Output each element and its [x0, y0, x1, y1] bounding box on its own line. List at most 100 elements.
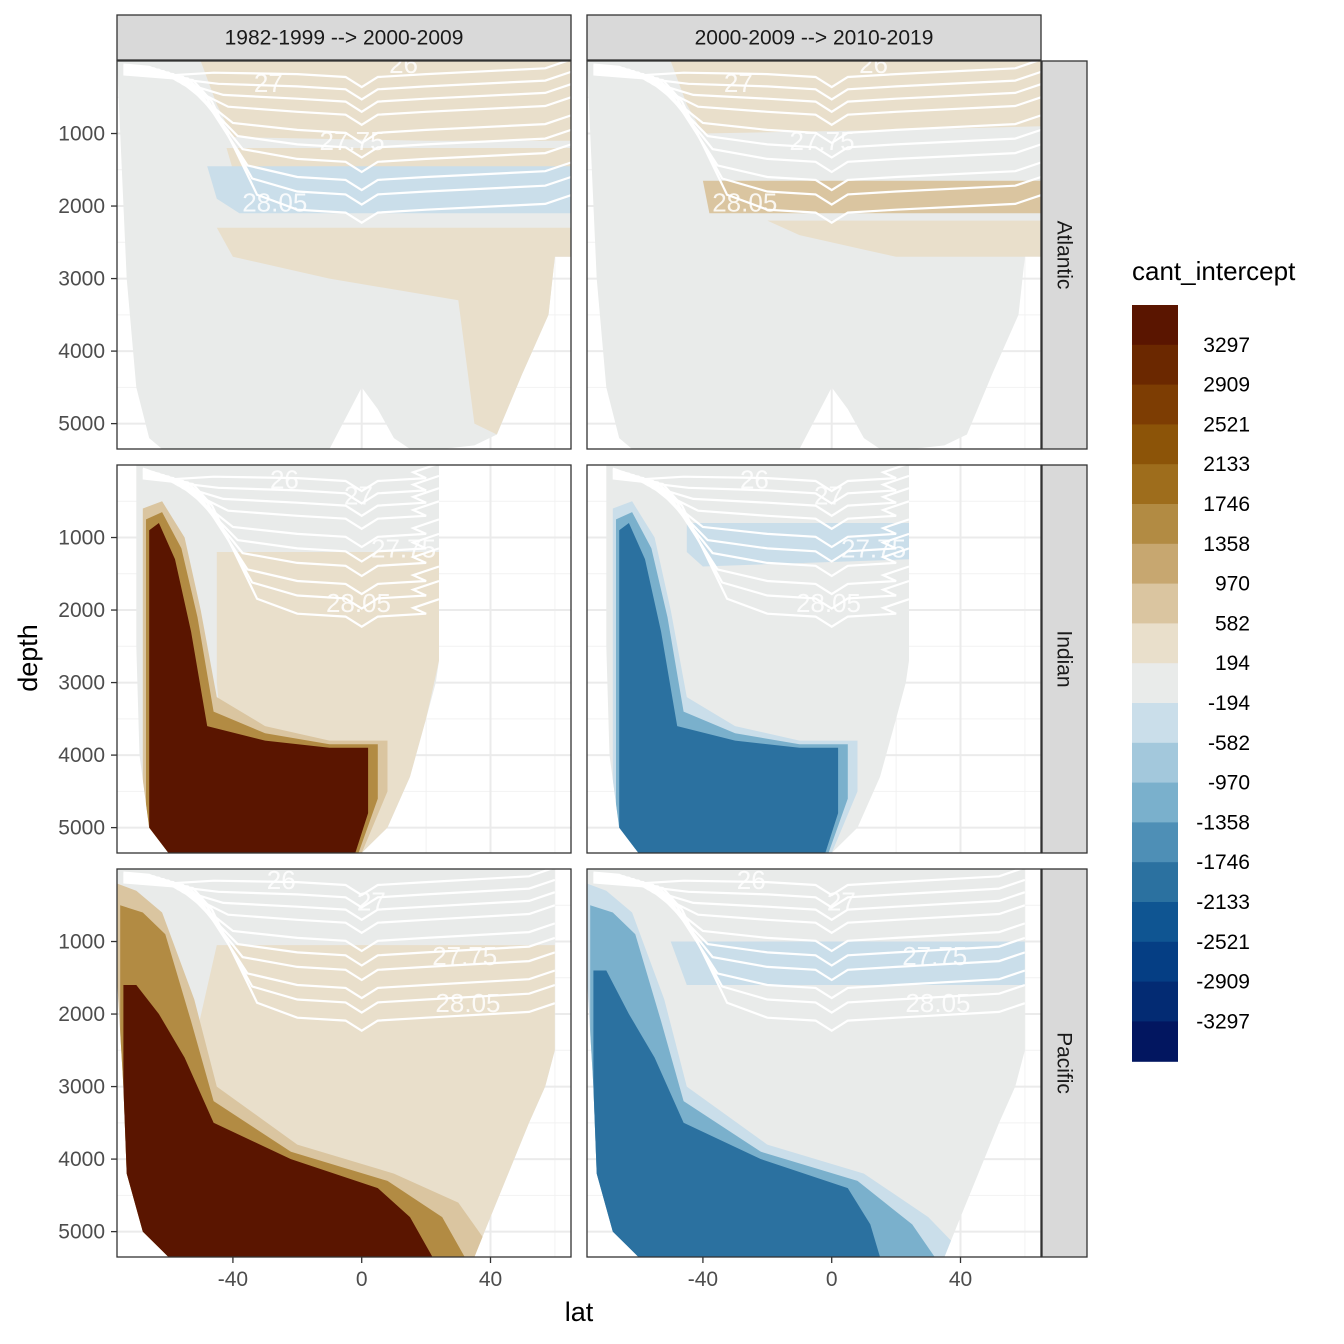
- legend-swatch: [1132, 424, 1178, 465]
- legend-label: -2521: [1196, 931, 1250, 954]
- isopycnal-label: 26: [270, 465, 299, 495]
- legend-swatch: [1132, 344, 1178, 386]
- isopycnal-label: 27: [724, 68, 753, 98]
- legend-swatch: [1132, 782, 1178, 823]
- contour-fill: 26 27 27.75 28.05: [117, 49, 571, 449]
- contour-fill: 26 27 27.75 28.05: [136, 465, 440, 853]
- contour-fill: 26 27 27.75 28.05: [587, 865, 1025, 1257]
- legend-swatch: [1132, 862, 1178, 903]
- isopycnal-label: 27: [254, 68, 283, 98]
- x-axis-2: -40 0 40: [688, 1257, 972, 1291]
- strip-background: [586, 14, 1042, 61]
- legend-label: 3297: [1203, 334, 1250, 357]
- isopycnals: [123, 869, 555, 1032]
- isopycnal-label: 27: [344, 480, 373, 510]
- legend-label: -194: [1208, 692, 1250, 715]
- y-axes: 1000 2000 3000 4000 5000 1000 2000 3000 4000 5000…: [58, 123, 117, 1244]
- panel-border: [586, 464, 1042, 854]
- isopycnal-line: [142, 474, 440, 578]
- isopycnal-line: [612, 474, 909, 578]
- isopycnal-line: [593, 880, 1025, 1014]
- isopycnals: [142, 465, 440, 628]
- isopycnal-label: 26: [859, 49, 888, 79]
- strip-row-pacific: Pacific: [1041, 868, 1088, 1258]
- strip-column-2: 2000-2009 --> 2010-2019: [586, 14, 1042, 61]
- x-axes: -40 0 40 -40 0 40: [218, 1257, 972, 1291]
- isopycnal-label: 26: [737, 865, 766, 895]
- isopycnal-line: [612, 471, 909, 549]
- isopycnal-line: [612, 476, 909, 610]
- y-tick-label: 4000: [58, 744, 105, 767]
- isopycnal-label: 27.75: [841, 533, 906, 563]
- isopycnal-line: [123, 877, 555, 967]
- isopycnal-line: [123, 880, 555, 1014]
- strip-background: [1041, 464, 1088, 854]
- legend-label: 582: [1215, 612, 1250, 635]
- y-axis-indian: 1000 2000 3000 4000 5000: [58, 527, 117, 840]
- panel-border: [116, 868, 572, 1258]
- strip-background: [116, 14, 572, 61]
- contour-bands: [612, 501, 909, 853]
- isopycnals: [612, 465, 909, 628]
- isopycnal-line: [123, 73, 571, 224]
- column-strips: 1982-1999 --> 2000-2009 2000-2009 --> 201…: [116, 14, 1042, 61]
- x-tick-label: -40: [218, 1268, 248, 1291]
- strip-column-1: 1982-1999 --> 2000-2009: [116, 14, 572, 61]
- row-strips: Atlantic Indian Pacific: [1041, 60, 1088, 1258]
- strip-label: Indian: [1053, 630, 1076, 687]
- legend-swatch: [1132, 623, 1178, 664]
- legend-swatch: [1132, 384, 1178, 425]
- isopycnal-label: 28.05: [435, 988, 500, 1018]
- isopycnals: [593, 61, 1041, 224]
- legend-label: 1746: [1203, 493, 1250, 516]
- strip-background: [1041, 60, 1088, 450]
- isopycnal-label: 27: [357, 887, 386, 917]
- panel-pacific-2: 26 27 27.75 28.05: [586, 865, 1042, 1258]
- isopycnal-label: 28.05: [796, 588, 861, 618]
- isopycnal-line: [593, 878, 1025, 982]
- isopycnal-line: [123, 67, 571, 145]
- isopycnal-line: [593, 877, 1025, 967]
- legend-swatch: [1132, 981, 1178, 1022]
- legend-label: -970: [1208, 772, 1250, 795]
- isopycnal-label: 28.05: [905, 988, 970, 1018]
- legend-swatch: [1132, 742, 1178, 784]
- panel-atlantic-1: 26 27 27.75 28.05: [116, 49, 572, 450]
- isopycnal-line: [123, 72, 571, 206]
- panel-border: [586, 60, 1042, 450]
- isopycnal-line: [612, 477, 909, 628]
- legend-label: 2521: [1203, 413, 1250, 436]
- isopycnal-line: [593, 72, 1041, 206]
- strip-row-indian: Indian: [1041, 464, 1088, 854]
- panel-border: [116, 60, 572, 450]
- isopycnal-line: [593, 67, 1041, 145]
- isopycnal-label: 27.75: [790, 126, 855, 156]
- legend-swatch: [1132, 583, 1178, 624]
- y-tick-label: 1000: [58, 931, 105, 954]
- isopycnal-label: 26: [267, 865, 296, 895]
- contour-band: [670, 61, 1041, 134]
- x-axis-title: lat: [565, 1297, 594, 1327]
- y-tick-label: 4000: [58, 1148, 105, 1171]
- legend-swatch: [1132, 703, 1178, 744]
- isopycnal-label: 27: [827, 887, 856, 917]
- panel-indian-2: 26 27 27.75 28.05: [586, 464, 1042, 854]
- strip-label: Pacific: [1053, 1032, 1076, 1094]
- isopycnal-line: [142, 473, 440, 563]
- isopycnal-line: [123, 875, 555, 953]
- isopycnal-label: 26: [389, 49, 418, 79]
- contour-band: [123, 985, 433, 1257]
- y-tick-label: 2000: [58, 195, 105, 218]
- legend-swatch: [1132, 941, 1178, 983]
- legend-swatch: [1132, 1021, 1178, 1062]
- isopycnal-label: 28.05: [242, 187, 307, 217]
- contour-band: [619, 523, 839, 853]
- contour-fill: 26 27 27.75 28.05: [587, 49, 1041, 449]
- x-tick-label: 40: [949, 1268, 972, 1291]
- strip-row-atlantic: Atlantic: [1041, 60, 1088, 450]
- x-tick-label: 40: [479, 1268, 502, 1291]
- isopycnal-line: [142, 477, 440, 628]
- isopycnal-line: [593, 881, 1025, 1032]
- panel-indian-1: 26 27 27.75 28.05: [116, 464, 572, 854]
